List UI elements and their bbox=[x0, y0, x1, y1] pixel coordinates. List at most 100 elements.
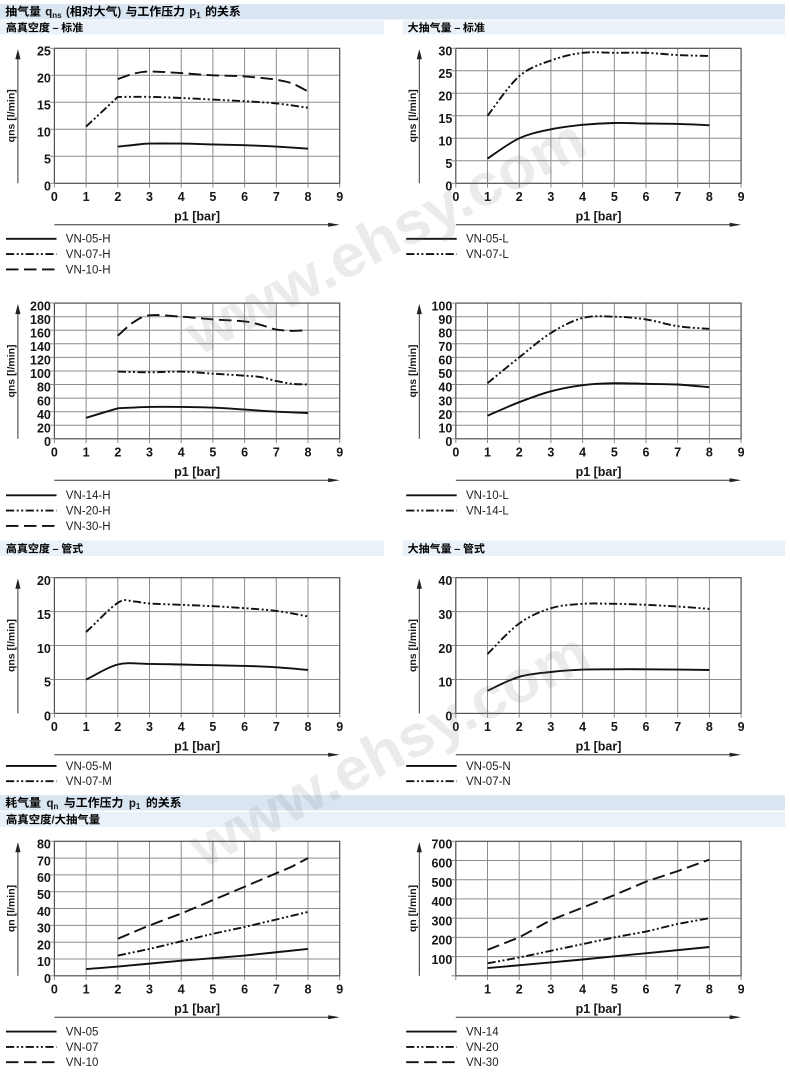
svg-text:3: 3 bbox=[146, 445, 153, 459]
svg-text:p1 [bar]: p1 [bar] bbox=[174, 1002, 220, 1016]
svg-text:3: 3 bbox=[547, 190, 554, 204]
svg-text:0: 0 bbox=[44, 972, 51, 986]
svg-text:0: 0 bbox=[452, 445, 459, 459]
svg-text:2: 2 bbox=[516, 445, 523, 459]
svg-text:6: 6 bbox=[241, 982, 248, 996]
svg-text:8: 8 bbox=[706, 445, 713, 459]
svg-text:8: 8 bbox=[305, 445, 312, 459]
svg-text:8: 8 bbox=[706, 982, 713, 996]
svg-text:4: 4 bbox=[178, 982, 185, 996]
svg-text:VN-30: VN-30 bbox=[466, 1057, 499, 1069]
svg-text:30: 30 bbox=[438, 45, 452, 59]
svg-text:VN-14: VN-14 bbox=[466, 1027, 499, 1039]
svg-text:ns: ns bbox=[52, 11, 62, 20]
svg-text:5: 5 bbox=[611, 190, 618, 204]
svg-text:10: 10 bbox=[37, 126, 51, 140]
svg-text:8: 8 bbox=[706, 720, 713, 734]
svg-text:600: 600 bbox=[431, 857, 452, 871]
svg-text:2: 2 bbox=[516, 720, 523, 734]
svg-text:10: 10 bbox=[438, 676, 452, 690]
svg-text:VN-07-M: VN-07-M bbox=[66, 776, 112, 788]
svg-text:20: 20 bbox=[438, 642, 452, 656]
svg-text:0: 0 bbox=[445, 435, 452, 449]
svg-text:7: 7 bbox=[273, 445, 280, 459]
svg-text:VN-07-L: VN-07-L bbox=[466, 249, 509, 261]
svg-text:6: 6 bbox=[643, 445, 650, 459]
svg-text:qns [l/min]: qns [l/min] bbox=[407, 344, 419, 397]
svg-text:1: 1 bbox=[196, 11, 201, 20]
svg-text:VN-07: VN-07 bbox=[66, 1042, 99, 1054]
svg-text:160: 160 bbox=[30, 326, 51, 340]
svg-text:–: – bbox=[53, 544, 59, 556]
svg-text:20: 20 bbox=[37, 938, 51, 952]
svg-text:(: ( bbox=[66, 7, 70, 19]
svg-text:p1 [bar]: p1 [bar] bbox=[174, 465, 220, 479]
svg-text:60: 60 bbox=[438, 354, 452, 368]
svg-text:7: 7 bbox=[273, 720, 280, 734]
svg-text:50: 50 bbox=[438, 367, 452, 381]
svg-text:20: 20 bbox=[37, 72, 51, 86]
svg-text:90: 90 bbox=[438, 313, 452, 327]
svg-text:qns [l/min]: qns [l/min] bbox=[6, 89, 18, 142]
svg-text:6: 6 bbox=[241, 445, 248, 459]
svg-text:200: 200 bbox=[30, 299, 51, 313]
svg-text:5: 5 bbox=[209, 445, 216, 459]
svg-text:9: 9 bbox=[738, 720, 745, 734]
svg-text:0: 0 bbox=[51, 445, 58, 459]
svg-text:3: 3 bbox=[146, 720, 153, 734]
svg-text:–: – bbox=[454, 23, 460, 35]
svg-text:8: 8 bbox=[305, 190, 312, 204]
svg-text:VN-10: VN-10 bbox=[66, 1057, 99, 1069]
svg-text:0: 0 bbox=[51, 720, 58, 734]
svg-text:5: 5 bbox=[209, 720, 216, 734]
svg-text:30: 30 bbox=[438, 394, 452, 408]
svg-text:VN-20: VN-20 bbox=[466, 1042, 499, 1054]
svg-text:60: 60 bbox=[37, 871, 51, 885]
svg-text:q: q bbox=[47, 798, 54, 810]
svg-text:40: 40 bbox=[37, 905, 51, 919]
svg-text:30: 30 bbox=[438, 608, 452, 622]
svg-text:200: 200 bbox=[431, 934, 452, 948]
svg-text:4: 4 bbox=[579, 720, 586, 734]
svg-text:3: 3 bbox=[146, 982, 153, 996]
svg-text:n: n bbox=[54, 802, 59, 811]
svg-text:4: 4 bbox=[178, 720, 185, 734]
svg-text:8: 8 bbox=[305, 982, 312, 996]
svg-text:5: 5 bbox=[209, 190, 216, 204]
svg-text:VN-30-H: VN-30-H bbox=[66, 521, 111, 533]
svg-text:7: 7 bbox=[273, 982, 280, 996]
svg-text:4: 4 bbox=[178, 190, 185, 204]
svg-text:1: 1 bbox=[136, 802, 141, 811]
svg-text:10: 10 bbox=[438, 421, 452, 435]
svg-text:20: 20 bbox=[438, 90, 452, 104]
svg-text:q: q bbox=[45, 7, 52, 19]
svg-text:7: 7 bbox=[674, 720, 681, 734]
svg-text:VN-05-M: VN-05-M bbox=[66, 761, 112, 773]
svg-text:100: 100 bbox=[431, 299, 452, 313]
svg-text:0: 0 bbox=[44, 435, 51, 449]
svg-text:–: – bbox=[53, 23, 59, 35]
svg-text:qns [l/min]: qns [l/min] bbox=[6, 619, 18, 672]
svg-text:15: 15 bbox=[37, 608, 51, 622]
svg-text:25: 25 bbox=[37, 45, 51, 59]
svg-text:/: / bbox=[52, 815, 55, 827]
svg-text:70: 70 bbox=[37, 854, 51, 868]
svg-text:0: 0 bbox=[452, 190, 459, 204]
svg-text:1: 1 bbox=[83, 982, 90, 996]
svg-text:1: 1 bbox=[83, 445, 90, 459]
svg-text:9: 9 bbox=[738, 190, 745, 204]
svg-text:2: 2 bbox=[516, 982, 523, 996]
svg-text:30: 30 bbox=[37, 922, 51, 936]
svg-text:180: 180 bbox=[30, 313, 51, 327]
svg-text:4: 4 bbox=[579, 190, 586, 204]
svg-text:p: p bbox=[129, 798, 136, 810]
svg-text:2: 2 bbox=[114, 445, 121, 459]
svg-text:9: 9 bbox=[336, 982, 343, 996]
svg-text:1: 1 bbox=[484, 982, 491, 996]
svg-text:p1 [bar]: p1 [bar] bbox=[174, 740, 220, 754]
svg-text:10: 10 bbox=[37, 955, 51, 969]
svg-text:60: 60 bbox=[37, 394, 51, 408]
svg-text:VN-05: VN-05 bbox=[66, 1027, 99, 1039]
svg-text:140: 140 bbox=[30, 340, 51, 354]
svg-text:7: 7 bbox=[674, 445, 681, 459]
